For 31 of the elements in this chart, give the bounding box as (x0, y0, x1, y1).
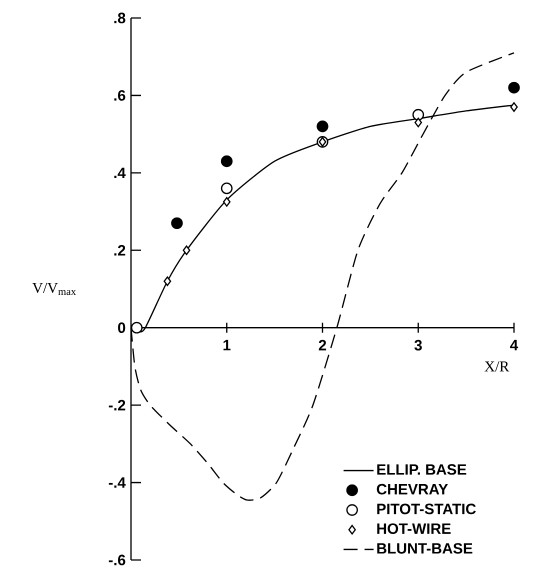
legend-label: CHEVRAY (376, 484, 448, 495)
point (130, 322, 143, 334)
y-tick-label: -.2 (108, 400, 126, 410)
point (222, 197, 231, 207)
point (510, 102, 518, 112)
y-tick-label: .6 (114, 90, 126, 101)
x-tick-label: 2 (318, 340, 326, 350)
y-tick-label: -.4 (108, 477, 126, 488)
legend-label: HOT-WIRE (377, 523, 451, 534)
y-tick-label: -.6 (108, 554, 126, 566)
point (508, 82, 520, 94)
y-tick-label: .2 (114, 245, 126, 256)
y-axis-title: V/V$_{max}$ (32, 282, 76, 296)
y-tick-label: .8 (114, 12, 126, 24)
x-tick-label: 1 (224, 340, 230, 350)
x-tick-label: 4 (510, 340, 518, 350)
point (316, 120, 328, 132)
point (414, 118, 422, 128)
point (164, 276, 172, 286)
point (182, 245, 190, 256)
point (220, 182, 233, 194)
point (171, 217, 183, 230)
legend-label: BLUNT-BASE (377, 543, 472, 554)
y-tick-label: .4 (114, 168, 126, 178)
y-tick-label: 0 (118, 322, 126, 334)
x-tick-label: 3 (414, 340, 422, 351)
legend-label: ELLIP. BASE (377, 464, 466, 475)
point (220, 155, 233, 168)
point (412, 108, 424, 121)
x-axis-title: X/R (484, 361, 510, 372)
legend-label: PITOT-STATIC (377, 504, 476, 514)
